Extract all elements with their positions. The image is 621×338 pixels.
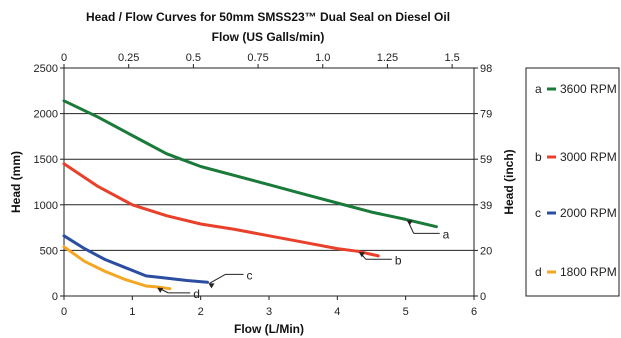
top-tick-label: 1.25 xyxy=(377,52,398,64)
legend-label-b: 3000 RPM xyxy=(560,150,617,164)
y-tick-label: 500 xyxy=(40,245,58,257)
curve-tag-b: b xyxy=(395,253,402,267)
series-line-d xyxy=(62,245,172,291)
legend: a 3600 RPM b 3000 RPM c 2000 RPM d 1800 RPM xyxy=(525,67,620,297)
series-line-a xyxy=(62,99,438,229)
callout-arrowhead-d xyxy=(157,287,164,293)
top-tick-label: 0.25 xyxy=(118,52,139,64)
series-line-b xyxy=(62,162,380,258)
curve-tag-c: c xyxy=(247,268,253,282)
legend-tag-b: b xyxy=(535,150,542,164)
legend-label-d: 1800 RPM xyxy=(560,265,617,279)
x-tick-label: 5 xyxy=(403,306,409,318)
x-tick-label: 4 xyxy=(334,306,340,318)
y2-tick-label: 0 xyxy=(480,291,486,303)
legend-tag-d: d xyxy=(535,265,542,279)
y2-tick-label: 39 xyxy=(480,200,492,212)
plot-frame xyxy=(63,67,475,297)
x-tick-label: 6 xyxy=(471,306,477,318)
legend-label-a: 3600 RPM xyxy=(560,82,617,96)
legend-box xyxy=(525,67,620,297)
curve-tag-a: a xyxy=(443,227,450,241)
y-tick-label: 0 xyxy=(52,291,58,303)
callout-arrowhead-b xyxy=(358,252,365,258)
top-tick-label: 0 xyxy=(61,52,67,64)
top-axis-title: Flow (US Galls/min) xyxy=(212,30,325,44)
legend-tag-a: a xyxy=(535,82,542,96)
y-tick-label: 1500 xyxy=(34,154,58,166)
series-lines xyxy=(62,99,438,291)
y2-tick-label: 20 xyxy=(480,245,492,257)
top-tick-label: 0.75 xyxy=(247,52,268,64)
top-tick-label: 1.5 xyxy=(444,52,459,64)
chart-title: Head / Flow Curves for 50mm SMSS23™ Dual… xyxy=(86,10,450,24)
x-axis-title: Flow (L/Min) xyxy=(234,322,304,336)
top-tick-label: 0.5 xyxy=(186,52,201,64)
legend-items: a 3600 RPM b 3000 RPM c 2000 RPM d 1800 RPM xyxy=(535,82,617,279)
y-axis-title: Head (mm) xyxy=(9,151,23,213)
y-tick-label: 2500 xyxy=(34,63,58,75)
callout-arrowhead-c xyxy=(208,283,215,289)
callout-arrowhead-a xyxy=(406,220,413,226)
x-tick-label: 1 xyxy=(129,306,135,318)
y2-tick-label: 98 xyxy=(480,63,492,75)
y-tick-label: 1000 xyxy=(34,200,58,212)
x-tick-label: 3 xyxy=(266,306,272,318)
legend-label-c: 2000 RPM xyxy=(560,206,617,220)
y2-tick-label: 59 xyxy=(480,154,492,166)
y-tick-label: 2000 xyxy=(34,109,58,121)
legend-tag-c: c xyxy=(535,206,541,220)
top-tick-label: 1.0 xyxy=(315,52,330,64)
curve-callouts: a b c d xyxy=(157,220,450,301)
y2-axis-title: Head (inch) xyxy=(502,149,516,214)
x-tick-label: 0 xyxy=(61,306,67,318)
callout-pointer-c xyxy=(209,273,226,284)
x-tick-label: 2 xyxy=(198,306,204,318)
y2-tick-label: 79 xyxy=(480,109,492,121)
series-line-c xyxy=(62,234,209,284)
curve-tag-d: d xyxy=(193,287,200,301)
